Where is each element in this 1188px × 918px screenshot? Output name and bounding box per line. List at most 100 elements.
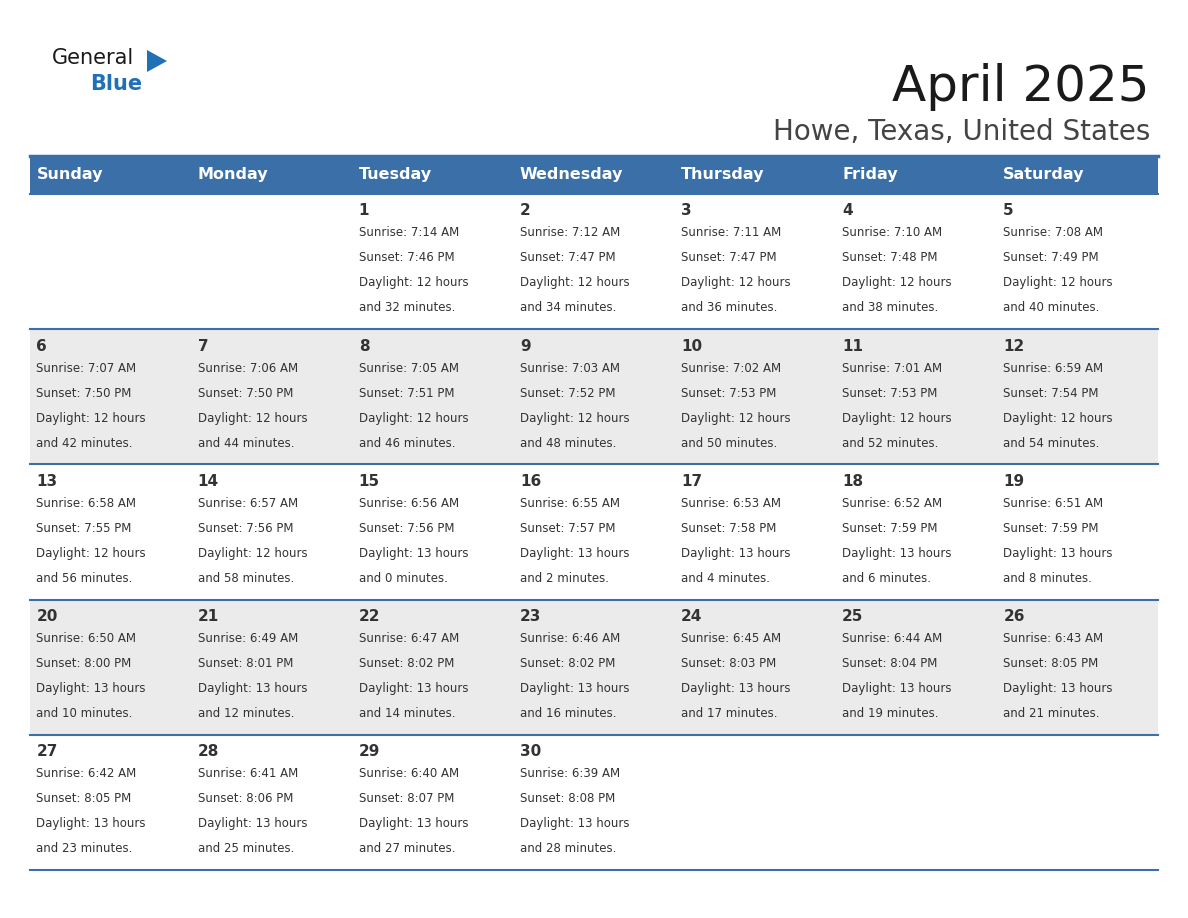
- Text: and 10 minutes.: and 10 minutes.: [37, 707, 133, 720]
- Text: 13: 13: [37, 474, 57, 489]
- Text: 19: 19: [1004, 474, 1024, 489]
- Text: and 19 minutes.: and 19 minutes.: [842, 707, 939, 720]
- Text: Sunset: 8:00 PM: Sunset: 8:00 PM: [37, 657, 132, 670]
- Text: Sunset: 7:52 PM: Sunset: 7:52 PM: [520, 386, 615, 399]
- Text: and 2 minutes.: and 2 minutes.: [520, 572, 609, 585]
- Text: Daylight: 13 hours: Daylight: 13 hours: [681, 682, 790, 695]
- Text: 3: 3: [681, 204, 691, 218]
- Text: Sunrise: 6:57 AM: Sunrise: 6:57 AM: [197, 497, 298, 509]
- Text: and 40 minutes.: and 40 minutes.: [1004, 301, 1100, 315]
- Text: Daylight: 12 hours: Daylight: 12 hours: [842, 411, 952, 425]
- Text: and 23 minutes.: and 23 minutes.: [37, 843, 133, 856]
- Text: Sunset: 7:56 PM: Sunset: 7:56 PM: [359, 521, 454, 535]
- Text: Daylight: 13 hours: Daylight: 13 hours: [520, 817, 630, 830]
- Text: and 46 minutes.: and 46 minutes.: [359, 437, 455, 450]
- Text: Sunrise: 7:12 AM: Sunrise: 7:12 AM: [520, 227, 620, 240]
- Text: Daylight: 13 hours: Daylight: 13 hours: [197, 682, 307, 695]
- Text: 16: 16: [520, 474, 541, 489]
- Text: 27: 27: [37, 744, 58, 759]
- Text: Sunrise: 6:50 AM: Sunrise: 6:50 AM: [37, 633, 137, 645]
- Text: Sunset: 7:54 PM: Sunset: 7:54 PM: [1004, 386, 1099, 399]
- Text: Sunrise: 7:14 AM: Sunrise: 7:14 AM: [359, 227, 459, 240]
- Text: Sunset: 7:48 PM: Sunset: 7:48 PM: [842, 252, 937, 264]
- Text: Sunrise: 6:46 AM: Sunrise: 6:46 AM: [520, 633, 620, 645]
- Text: Daylight: 13 hours: Daylight: 13 hours: [520, 547, 630, 560]
- Text: 7: 7: [197, 339, 208, 353]
- Polygon shape: [147, 50, 168, 72]
- Text: Sunset: 7:59 PM: Sunset: 7:59 PM: [842, 521, 937, 535]
- Text: 18: 18: [842, 474, 864, 489]
- Text: Daylight: 12 hours: Daylight: 12 hours: [197, 547, 308, 560]
- Text: Daylight: 12 hours: Daylight: 12 hours: [520, 411, 630, 425]
- Text: and 8 minutes.: and 8 minutes.: [1004, 572, 1092, 585]
- Bar: [30, 734, 1158, 870]
- Text: 15: 15: [359, 474, 380, 489]
- Text: Sunrise: 6:56 AM: Sunrise: 6:56 AM: [359, 497, 459, 509]
- Text: and 27 minutes.: and 27 minutes.: [359, 843, 455, 856]
- Text: Sunrise: 7:08 AM: Sunrise: 7:08 AM: [1004, 227, 1104, 240]
- Text: Sunset: 8:08 PM: Sunset: 8:08 PM: [520, 792, 615, 805]
- Text: Sunrise: 6:58 AM: Sunrise: 6:58 AM: [37, 497, 137, 509]
- Bar: [30, 599, 1158, 734]
- Text: Daylight: 13 hours: Daylight: 13 hours: [842, 547, 952, 560]
- Text: Sunday: Sunday: [37, 167, 103, 183]
- Bar: [30, 156, 1158, 194]
- Text: Sunrise: 6:43 AM: Sunrise: 6:43 AM: [1004, 633, 1104, 645]
- Text: 28: 28: [197, 744, 219, 759]
- Text: Sunset: 8:06 PM: Sunset: 8:06 PM: [197, 792, 293, 805]
- Text: Daylight: 12 hours: Daylight: 12 hours: [37, 547, 146, 560]
- Text: Sunrise: 7:10 AM: Sunrise: 7:10 AM: [842, 227, 942, 240]
- Text: Daylight: 13 hours: Daylight: 13 hours: [37, 817, 146, 830]
- Text: Daylight: 13 hours: Daylight: 13 hours: [359, 547, 468, 560]
- Text: 26: 26: [1004, 609, 1025, 624]
- Text: and 4 minutes.: and 4 minutes.: [681, 572, 770, 585]
- Text: Daylight: 13 hours: Daylight: 13 hours: [359, 682, 468, 695]
- Text: Sunrise: 7:05 AM: Sunrise: 7:05 AM: [359, 362, 459, 375]
- Text: 14: 14: [197, 474, 219, 489]
- Text: Daylight: 13 hours: Daylight: 13 hours: [197, 817, 307, 830]
- Text: Daylight: 13 hours: Daylight: 13 hours: [520, 682, 630, 695]
- Text: Daylight: 12 hours: Daylight: 12 hours: [520, 276, 630, 289]
- Text: Daylight: 12 hours: Daylight: 12 hours: [1004, 276, 1113, 289]
- Bar: [30, 330, 1158, 465]
- Text: Sunset: 7:50 PM: Sunset: 7:50 PM: [197, 386, 293, 399]
- Text: Thursday: Thursday: [681, 167, 765, 183]
- Text: Sunrise: 6:55 AM: Sunrise: 6:55 AM: [520, 497, 620, 509]
- Text: 10: 10: [681, 339, 702, 353]
- Text: and 17 minutes.: and 17 minutes.: [681, 707, 777, 720]
- Text: Sunset: 8:05 PM: Sunset: 8:05 PM: [1004, 657, 1099, 670]
- Text: Tuesday: Tuesday: [359, 167, 432, 183]
- Text: Sunrise: 7:01 AM: Sunrise: 7:01 AM: [842, 362, 942, 375]
- Text: Sunset: 7:53 PM: Sunset: 7:53 PM: [681, 386, 777, 399]
- Text: and 52 minutes.: and 52 minutes.: [842, 437, 939, 450]
- Text: Sunrise: 6:59 AM: Sunrise: 6:59 AM: [1004, 362, 1104, 375]
- Text: 30: 30: [520, 744, 541, 759]
- Bar: [30, 465, 1158, 599]
- Text: 5: 5: [1004, 204, 1013, 218]
- Text: 17: 17: [681, 474, 702, 489]
- Text: Sunset: 8:05 PM: Sunset: 8:05 PM: [37, 792, 132, 805]
- Text: Daylight: 13 hours: Daylight: 13 hours: [842, 682, 952, 695]
- Text: Sunset: 8:07 PM: Sunset: 8:07 PM: [359, 792, 454, 805]
- Text: Daylight: 12 hours: Daylight: 12 hours: [681, 276, 791, 289]
- Text: Sunset: 7:50 PM: Sunset: 7:50 PM: [37, 386, 132, 399]
- Text: and 0 minutes.: and 0 minutes.: [359, 572, 448, 585]
- Text: and 38 minutes.: and 38 minutes.: [842, 301, 939, 315]
- Text: Sunset: 7:47 PM: Sunset: 7:47 PM: [520, 252, 615, 264]
- Text: and 6 minutes.: and 6 minutes.: [842, 572, 931, 585]
- Text: and 48 minutes.: and 48 minutes.: [520, 437, 617, 450]
- Text: Sunset: 7:46 PM: Sunset: 7:46 PM: [359, 252, 454, 264]
- Text: and 34 minutes.: and 34 minutes.: [520, 301, 617, 315]
- Text: Sunrise: 6:52 AM: Sunrise: 6:52 AM: [842, 497, 942, 509]
- Text: Sunrise: 7:06 AM: Sunrise: 7:06 AM: [197, 362, 298, 375]
- Text: and 14 minutes.: and 14 minutes.: [359, 707, 455, 720]
- Text: Sunset: 7:58 PM: Sunset: 7:58 PM: [681, 521, 777, 535]
- Text: Sunrise: 6:49 AM: Sunrise: 6:49 AM: [197, 633, 298, 645]
- Text: Sunset: 7:59 PM: Sunset: 7:59 PM: [1004, 521, 1099, 535]
- Text: 9: 9: [520, 339, 531, 353]
- Text: Daylight: 13 hours: Daylight: 13 hours: [37, 682, 146, 695]
- Text: 25: 25: [842, 609, 864, 624]
- Text: Sunrise: 7:03 AM: Sunrise: 7:03 AM: [520, 362, 620, 375]
- Text: Sunset: 7:55 PM: Sunset: 7:55 PM: [37, 521, 132, 535]
- Text: 24: 24: [681, 609, 702, 624]
